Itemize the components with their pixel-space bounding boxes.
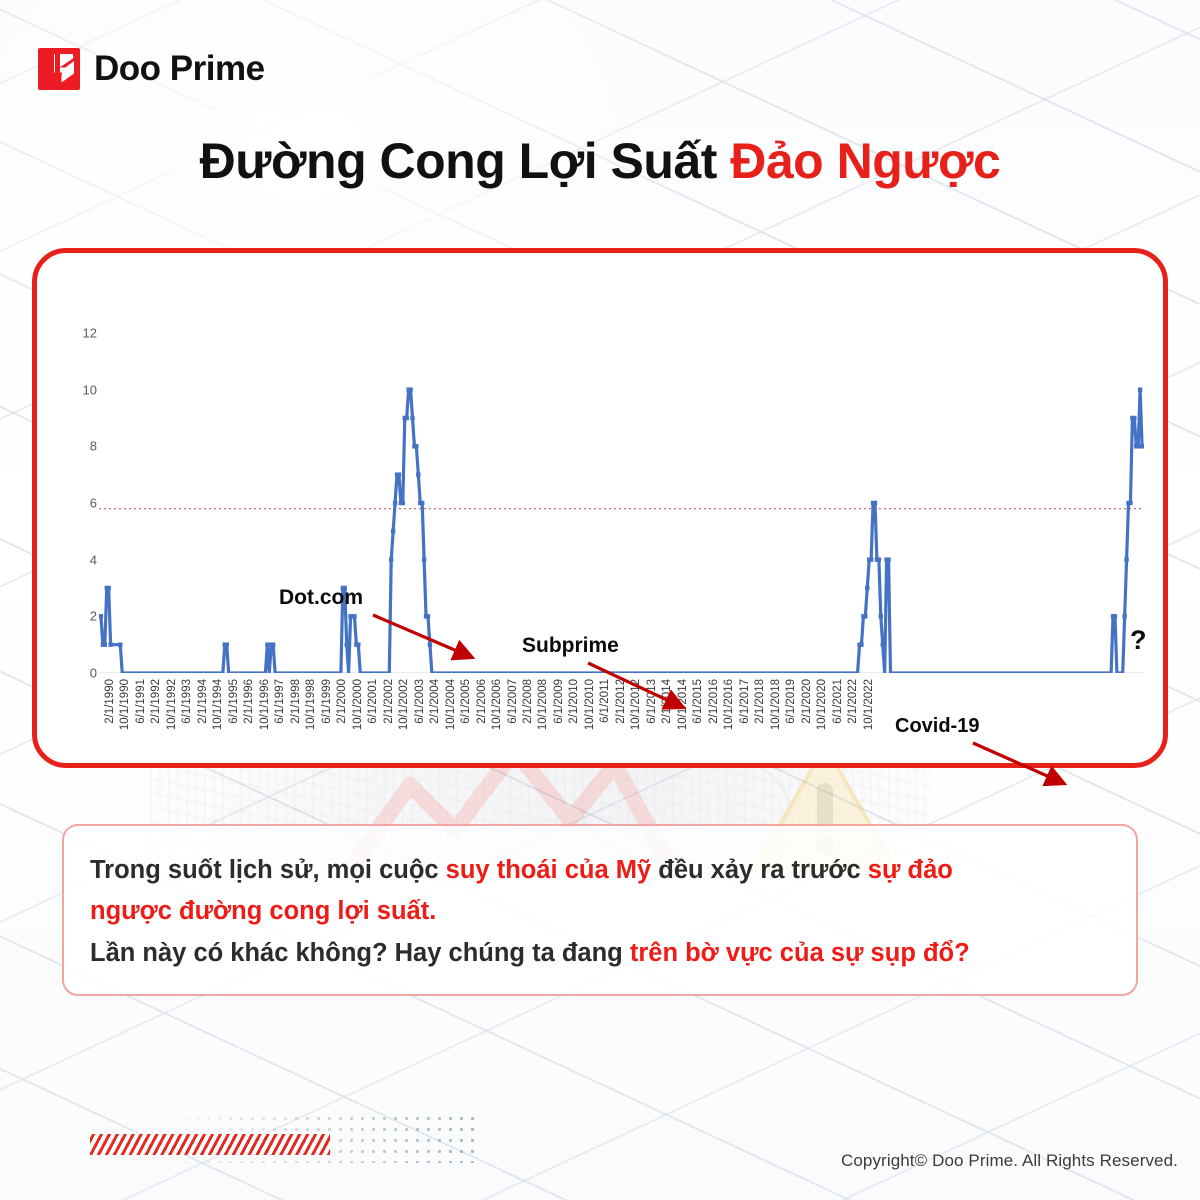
x-axis-tick: 10/1/1990 <box>119 679 132 731</box>
y-axis-tick: 10 <box>82 382 97 398</box>
y-axis-tick: 12 <box>82 325 97 341</box>
caption-1-highlight-1: suy thoái của Mỹ <box>445 856 652 884</box>
y-axis-tick: 2 <box>89 608 97 624</box>
x-axis-tick: 6/1/2013 <box>645 679 658 724</box>
y-axis-tick: 4 <box>89 552 97 568</box>
x-axis-tick: 2/1/2014 <box>661 679 674 724</box>
x-axis: 2/1/1990 10/1/1990 6/1/1991 2/1/1992 10/1/19… <box>99 677 1144 757</box>
caption-line-1: Trong suốt lịch sử, mọi cuộc suy thoái c… <box>90 850 1110 891</box>
y-axis-tick: 6 <box>89 495 97 511</box>
brand-name: Doo Prime <box>94 49 265 88</box>
x-axis-tick: 6/1/2017 <box>738 679 751 724</box>
x-axis-tick: 10/1/1994 <box>212 679 225 731</box>
yield-curve-line-series <box>99 387 1144 673</box>
x-axis-tick: 10/1/2020 <box>816 679 829 731</box>
x-axis-tick: 10/1/2008 <box>537 679 550 731</box>
x-axis-tick: 2/1/1998 <box>289 679 302 724</box>
x-axis-tick: 10/1/2004 <box>444 679 457 731</box>
x-axis-tick: 2/1/2020 <box>800 679 813 724</box>
annotation-dotcom: Dot.com <box>279 586 363 609</box>
annotation-covid-19: Covid-19 <box>895 715 980 737</box>
caption-line-2: ngược đường cong lợi suất. <box>90 891 1110 932</box>
x-axis-tick: 2/1/1994 <box>196 679 209 724</box>
footer-stripe-decoration <box>90 1134 330 1155</box>
x-axis-tick: 2/1/2010 <box>568 679 581 724</box>
x-axis-tick: 10/1/1992 <box>165 679 178 731</box>
x-axis-tick: 10/1/2006 <box>491 679 504 731</box>
x-axis-tick: 6/1/2019 <box>785 679 798 724</box>
x-axis-tick: 2/1/2000 <box>336 679 349 724</box>
x-axis-tick: 10/1/2018 <box>769 679 782 731</box>
caption-2-highlight: ngược đường cong lợi suất. <box>90 897 437 926</box>
x-axis-tick: 6/1/2001 <box>367 679 380 724</box>
x-axis-tick: 6/1/1999 <box>320 679 333 724</box>
x-axis-tick: 2/1/2018 <box>754 679 767 724</box>
caption-1a: Trong suốt lịch sử, mọi cuộc <box>90 856 446 884</box>
x-axis-tick: 6/1/1993 <box>181 679 194 724</box>
brand-logo: Doo Prime <box>38 48 265 90</box>
x-axis-tick: 6/1/2021 <box>831 679 844 724</box>
doo-prime-flag-mark-icon <box>38 48 80 90</box>
chart-card: 0 2 4 6 8 10 12 2/1/1990 10/1/1990 6/1/1991 2/1/1… <box>32 248 1168 787</box>
x-axis-tick: 10/1/2016 <box>723 679 736 731</box>
x-axis-tick: 10/1/2022 <box>862 679 875 731</box>
x-axis-tick: 6/1/2009 <box>552 679 565 724</box>
x-axis-tick: 2/1/2012 <box>614 679 627 724</box>
chart: 0 2 4 6 8 10 12 2/1/1990 10/1/1990 6/1/1991 2/1/1… <box>37 253 1163 787</box>
chart-plot-area <box>99 333 1144 673</box>
x-axis-tick: 10/1/2012 <box>630 679 643 731</box>
caption-1-highlight-2: sự đảo <box>867 856 953 884</box>
y-axis: 0 2 4 6 8 10 12 <box>57 326 97 681</box>
caption-3a: Lần này có khác không? Hay chúng ta đang <box>90 938 630 967</box>
page-title-black: Đường Cong Lợi Suất <box>199 133 731 189</box>
x-axis-tick: 2/1/1992 <box>150 679 163 724</box>
caption-box: Trong suốt lịch sử, mọi cuộc suy thoái c… <box>62 824 1138 996</box>
x-axis-tick: 10/1/1996 <box>258 679 271 731</box>
x-axis-tick: 6/1/2007 <box>506 679 519 724</box>
x-axis-tick: 10/1/1998 <box>305 679 318 731</box>
x-axis-tick: 6/1/2003 <box>413 679 426 724</box>
x-axis-tick: 6/1/2015 <box>692 679 705 724</box>
caption-3-highlight: trên bờ vực của sự sụp đổ? <box>629 938 970 967</box>
x-axis-tick: 2/1/2004 <box>429 679 442 724</box>
x-axis-tick: 6/1/1991 <box>134 679 147 724</box>
x-axis-tick: 2/1/2016 <box>707 679 720 724</box>
x-axis-tick: 10/1/2010 <box>583 679 596 731</box>
x-axis-tick: 10/1/2002 <box>398 679 411 731</box>
x-axis-tick: 2/1/2002 <box>382 679 395 724</box>
page-title-highlight: Đảo Ngược <box>730 133 1001 189</box>
x-axis-tick: 2/1/1996 <box>243 679 256 724</box>
caption-1b: đều xảy ra trước <box>651 856 868 884</box>
x-axis-tick: 6/1/1995 <box>227 679 240 724</box>
caption-line-3: Lần này có khác không? Hay chúng ta đang… <box>90 933 1110 974</box>
x-axis-tick: 6/1/1997 <box>274 679 287 724</box>
x-axis-tick: 10/1/2014 <box>676 679 689 731</box>
y-axis-tick: 0 <box>89 665 97 681</box>
copyright-text: Copyright© Doo Prime. All Rights Reserve… <box>840 1151 1178 1170</box>
x-axis-tick: 6/1/2011 <box>599 679 612 723</box>
page-title: Đường Cong Lợi Suất Đảo Ngược <box>0 132 1200 190</box>
x-axis-tick: 2/1/2006 <box>475 679 488 724</box>
y-axis-tick: 8 <box>89 438 97 454</box>
x-axis-tick: 6/1/2005 <box>460 679 473 724</box>
x-axis-tick: 2/1/2022 <box>847 679 860 724</box>
annotation-question-mark: ? <box>1130 625 1147 655</box>
x-axis-tick: 2/1/1990 <box>104 679 116 724</box>
annotation-subprime: Subprime <box>522 634 619 657</box>
x-axis-tick: 10/1/2000 <box>351 679 364 731</box>
x-axis-tick: 2/1/2008 <box>522 679 534 724</box>
